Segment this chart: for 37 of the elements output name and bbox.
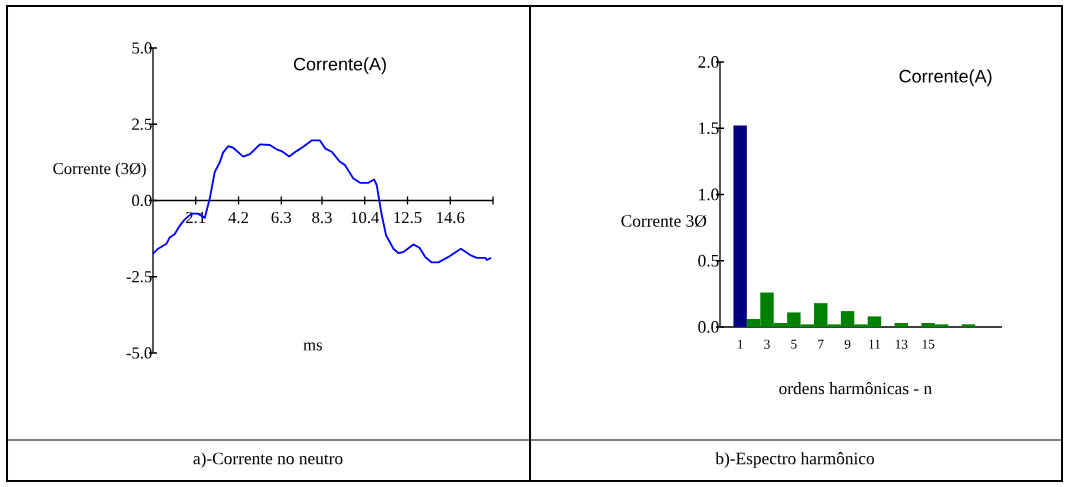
line-series [152, 139, 492, 264]
x-tick-label: 11 [869, 339, 881, 349]
y-tick-label: 2.0 [698, 56, 719, 68]
bar [961, 324, 976, 327]
y-tick-label: 0.0 [698, 321, 719, 333]
x-tick-label: 6.3 [271, 211, 292, 224]
y-tick-label: 0.5 [698, 254, 719, 267]
y-tick-label: 1.0 [699, 188, 719, 201]
x-tick-label: 14.6 [437, 211, 465, 224]
x-tick-label: 5 [791, 339, 797, 349]
x-tick-label: 2.1 [186, 211, 206, 224]
x-tick-label: 13 [895, 339, 908, 349]
y-tick-label: 2.5 [132, 118, 152, 130]
y-axis-title: Corrente (3Ø) [53, 162, 146, 178]
y-tick-label: 0.0 [132, 194, 152, 207]
y-tick-label: 1.5 [699, 122, 719, 135]
x-tick-label: 9 [844, 339, 851, 349]
x-tick-label: 7 [818, 339, 824, 349]
x-tick-label: 1 [737, 339, 743, 349]
y-tick-label: -5.0 [126, 347, 152, 359]
y-tick-label: -2.5 [126, 271, 152, 283]
x-tick-label: 4.2 [228, 211, 249, 224]
text: a)-Corrente no neutro [193, 452, 343, 468]
chart-title: Corrente(A) [293, 57, 386, 75]
bar [894, 323, 909, 327]
text: b)-Espectro harmônico [715, 452, 875, 468]
x-tick-label: 8.3 [312, 211, 332, 224]
bar [733, 125, 747, 327]
x-tick-label: 12.5 [394, 211, 422, 224]
x-tick-label: 15 [922, 339, 935, 349]
x-tick-label: 10.4 [351, 211, 380, 224]
x-axis-title: ms [303, 342, 322, 351]
y-tick-label: 5.0 [132, 42, 152, 54]
chart-title: Corrente(A) [899, 69, 992, 87]
y-axis-title: Corrente 3Ø [621, 214, 707, 228]
x-tick-label: 3 [764, 339, 770, 349]
x-axis-title: ordens harmônicas - n [779, 382, 932, 395]
